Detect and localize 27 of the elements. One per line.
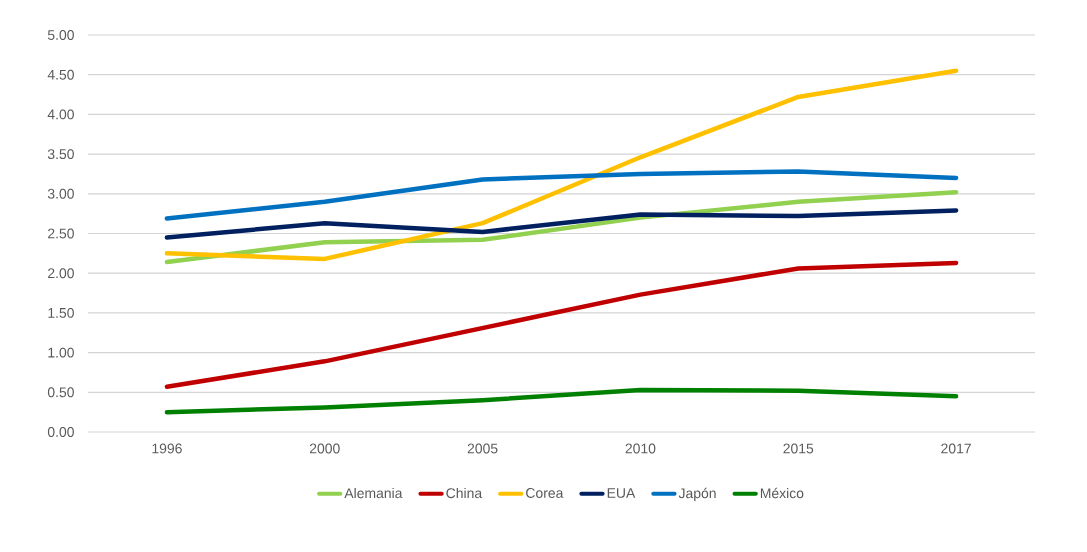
- legend-label: China: [446, 487, 483, 499]
- line-series: [164, 387, 959, 415]
- y-tick-label: 0.00: [47, 427, 74, 437]
- y-tick-label: 0.50: [47, 387, 74, 398]
- y-tick-label: 2.00: [48, 268, 74, 279]
- line-series: [164, 68, 959, 262]
- x-tick-label: 2000: [309, 443, 340, 454]
- line-series: [164, 208, 959, 240]
- y-tick-label: 3.50: [47, 149, 74, 160]
- x-tick-label: 2005: [467, 443, 498, 454]
- x-tick-label: 2017: [941, 443, 971, 454]
- y-tick-label: 3.00: [47, 188, 74, 199]
- line-series: [164, 169, 959, 221]
- x-tick-label: 1996: [152, 443, 182, 454]
- legend-label: Corea: [526, 488, 564, 498]
- legend-label: EUA: [607, 488, 636, 498]
- y-tick-label: 1.00: [48, 347, 74, 358]
- y-tick-label: 2.50: [48, 228, 74, 239]
- y-tick-label: 4.50: [47, 69, 74, 80]
- x-tick-label: 2015: [783, 443, 814, 454]
- y-tick-label: 1.50: [48, 307, 74, 318]
- y-tick-label: 5.00: [47, 30, 74, 40]
- legend-label: Alemania: [344, 487, 403, 499]
- y-tick-label: 4.00: [47, 109, 74, 120]
- x-tick-label: 2010: [625, 443, 656, 454]
- legend-label: Japón: [678, 487, 716, 501]
- legend-label: México: [760, 487, 804, 499]
